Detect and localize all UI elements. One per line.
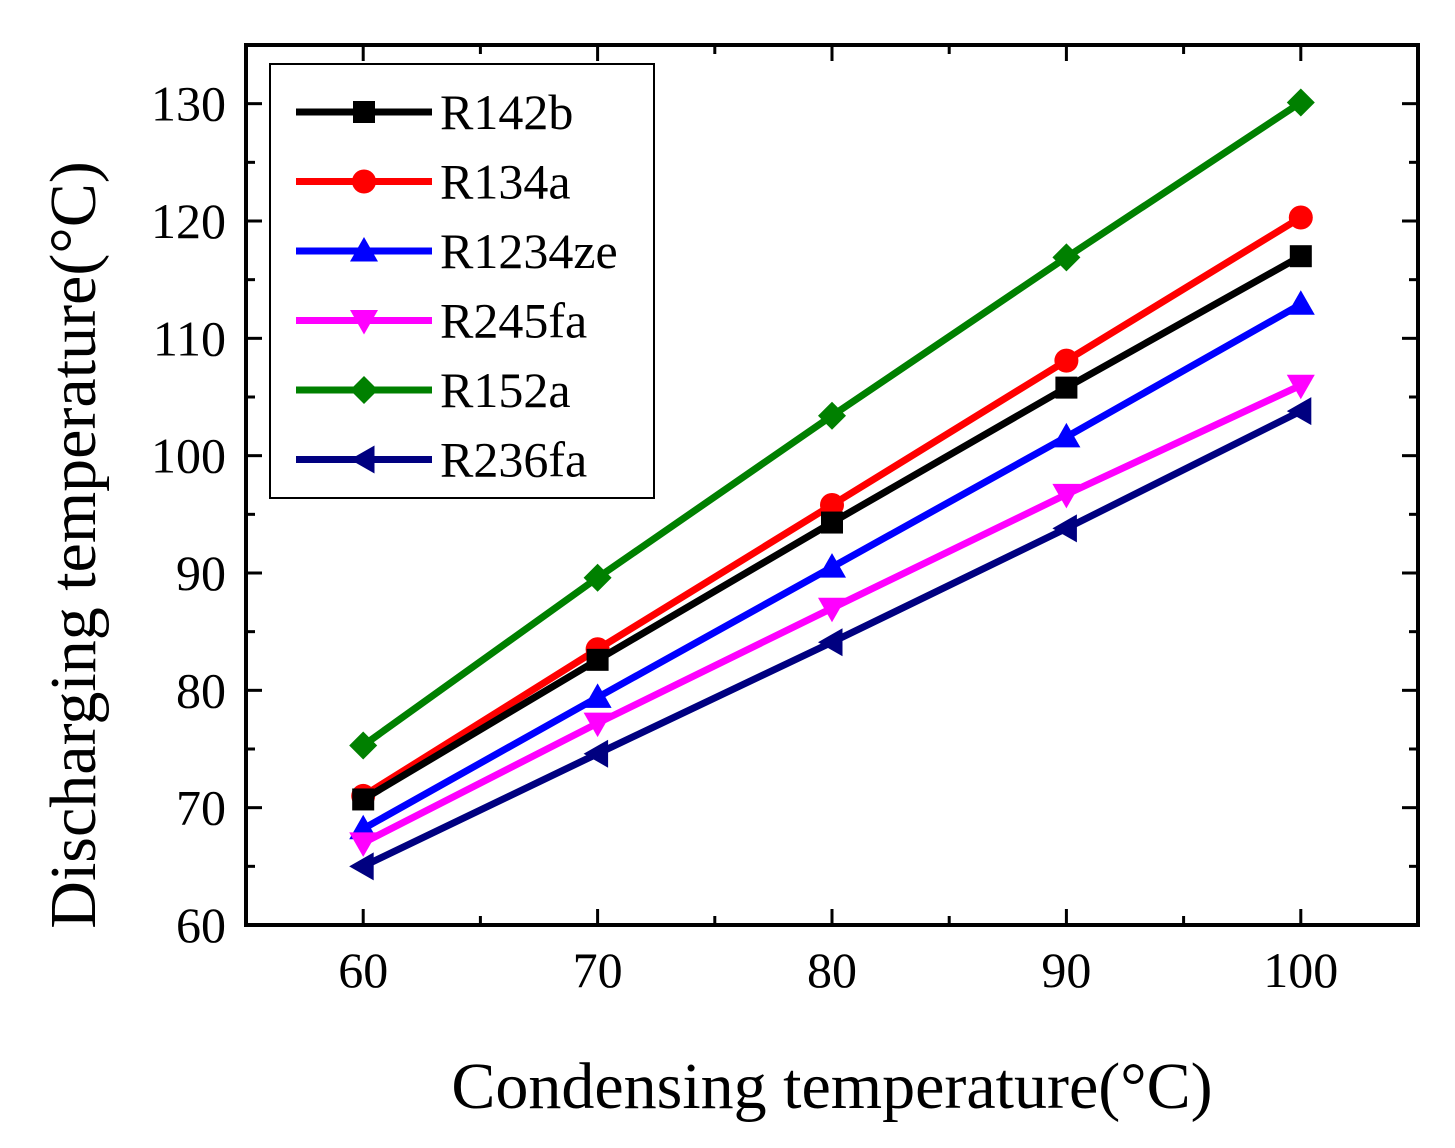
legend-marker bbox=[350, 376, 378, 404]
y-tick-label: 80 bbox=[176, 662, 226, 718]
data-point bbox=[1286, 374, 1315, 400]
y-tick-label: 100 bbox=[151, 428, 226, 484]
x-axis-title: Condensing temperature(°C) bbox=[451, 1050, 1212, 1123]
series-R142b bbox=[352, 245, 1312, 811]
series-R134a bbox=[351, 205, 1313, 808]
data-point bbox=[583, 712, 612, 738]
legend-label: R236fa bbox=[440, 432, 587, 488]
series-layer bbox=[349, 88, 1315, 881]
axis-ticks: 60 70 80 90 100 60 70 80 90 100 110 120 130 bbox=[151, 43, 1420, 998]
y-tick-label: 120 bbox=[151, 193, 226, 249]
data-point bbox=[583, 739, 609, 768]
data-point bbox=[349, 731, 378, 760]
x-tick-label: 100 bbox=[1263, 942, 1338, 998]
data-point bbox=[1055, 376, 1078, 399]
legend-label: R152a bbox=[440, 362, 571, 418]
y-tick-label: 90 bbox=[176, 545, 226, 601]
data-point bbox=[818, 628, 843, 657]
y-tick-label: 110 bbox=[153, 310, 226, 366]
x-tick-label: 90 bbox=[1041, 942, 1091, 998]
data-point bbox=[1054, 348, 1079, 373]
data-point bbox=[349, 832, 378, 857]
series-R245fa bbox=[349, 374, 1315, 857]
data-point bbox=[352, 788, 375, 811]
data-point bbox=[1286, 397, 1312, 426]
legend-label: R134a bbox=[440, 154, 571, 210]
legend-label: R142b bbox=[440, 84, 573, 140]
legend-item: R152a bbox=[296, 362, 571, 418]
legend-label: R245fa bbox=[440, 293, 587, 349]
legend-item: R245fa bbox=[296, 293, 587, 349]
data-point bbox=[821, 511, 843, 534]
data-point bbox=[1052, 243, 1081, 272]
data-point bbox=[820, 492, 844, 517]
legend-marker bbox=[350, 237, 378, 262]
y-axis-title: Discharging temperature(°C) bbox=[37, 161, 110, 928]
series-R152a bbox=[349, 88, 1315, 760]
data-point bbox=[586, 648, 609, 671]
data-point bbox=[1288, 205, 1313, 230]
data-point bbox=[818, 401, 846, 430]
x-tick-label: 70 bbox=[573, 942, 623, 998]
data-point bbox=[1052, 422, 1081, 448]
data-point bbox=[1286, 290, 1315, 315]
data-point bbox=[349, 852, 374, 881]
data-point bbox=[583, 683, 612, 708]
legend-item: R134a bbox=[296, 154, 571, 210]
legend: R142b R134a R1234ze R245fa R152a R236fa bbox=[269, 63, 655, 499]
legend-item: R142b bbox=[296, 84, 573, 140]
data-point bbox=[583, 563, 612, 592]
legend-box bbox=[269, 63, 655, 499]
legend-marker bbox=[353, 101, 375, 123]
legend-marker bbox=[350, 310, 378, 335]
data-point bbox=[818, 597, 846, 623]
x-tick-label: 80 bbox=[807, 942, 857, 998]
data-point bbox=[818, 553, 846, 578]
legend-item: R236fa bbox=[296, 432, 587, 488]
series-R1234ze bbox=[349, 290, 1315, 840]
legend-item: R1234ze bbox=[296, 223, 618, 279]
legend-marker bbox=[352, 169, 376, 194]
series-R236fa bbox=[349, 397, 1312, 881]
legend-label: R1234ze bbox=[440, 223, 618, 279]
legend-marker bbox=[350, 445, 375, 474]
data-point bbox=[1052, 483, 1081, 509]
y-tick-label: 70 bbox=[176, 780, 226, 836]
y-tick-label: 130 bbox=[151, 76, 226, 132]
x-tick-label: 60 bbox=[338, 942, 388, 998]
data-point bbox=[1289, 245, 1312, 268]
data-point bbox=[1286, 88, 1315, 117]
data-point bbox=[1052, 514, 1077, 543]
y-tick-label: 60 bbox=[176, 897, 226, 953]
